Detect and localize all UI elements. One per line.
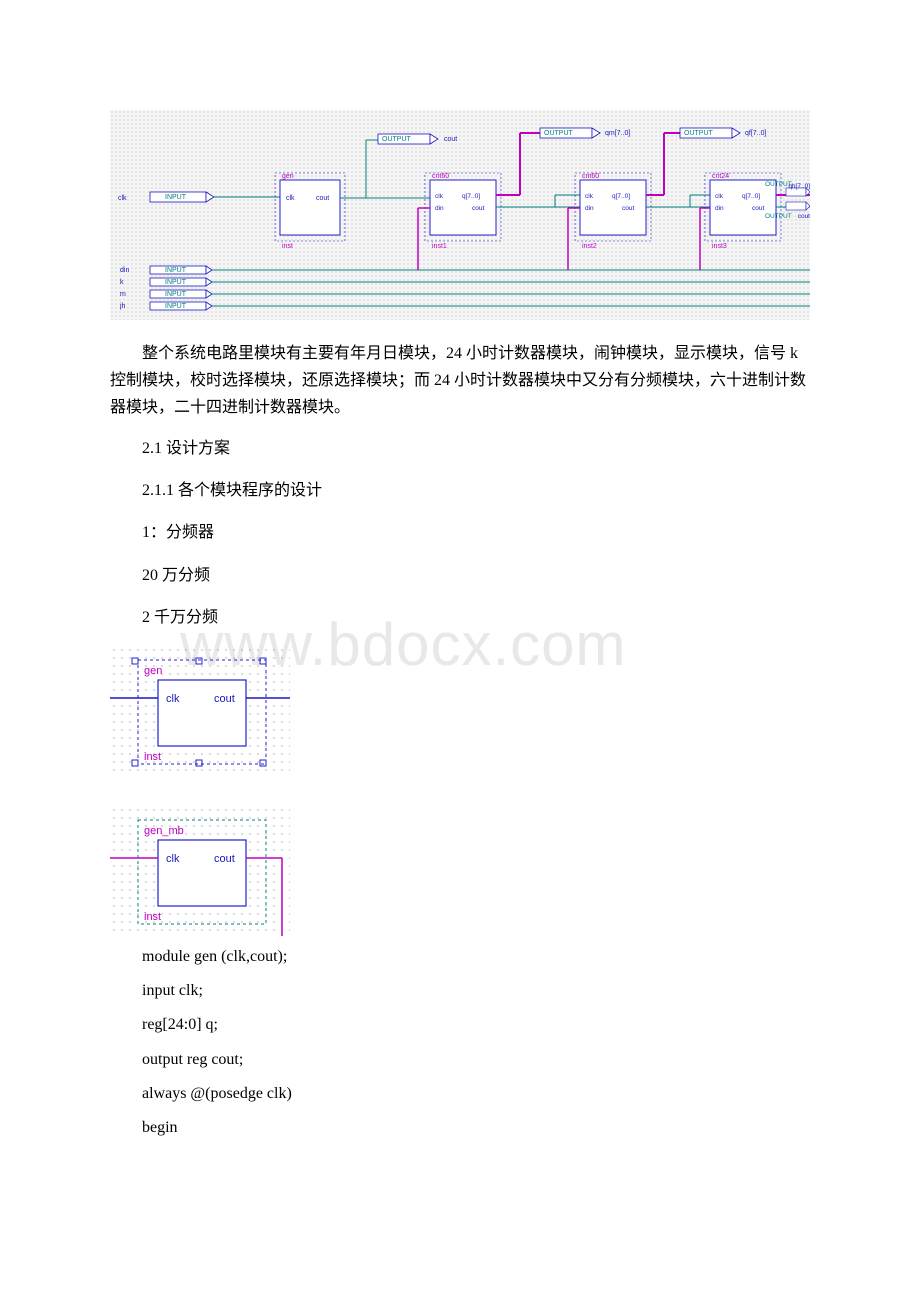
code-line-6: begin bbox=[110, 1113, 810, 1143]
svg-text:din: din bbox=[715, 205, 724, 212]
input-label-din: din bbox=[120, 267, 129, 274]
out-qf-label: OUTPUT bbox=[684, 130, 714, 137]
block-cnt60-2: cnt60 clk din q[7..0] cout inst2 bbox=[575, 173, 651, 250]
svg-text:clk: clk bbox=[166, 853, 180, 865]
heading-2-1: 2.1 设计方案 bbox=[110, 434, 810, 464]
out-qh-text: qh[7..0] bbox=[788, 183, 810, 190]
out-qm-label: OUTPUT bbox=[544, 130, 574, 137]
svg-text:cout: cout bbox=[622, 205, 634, 212]
out-cout-label: OUTPUT bbox=[382, 136, 412, 143]
svg-text:cnt60: cnt60 bbox=[582, 173, 599, 180]
svg-text:din: din bbox=[435, 205, 444, 212]
svg-text:inst2: inst2 bbox=[582, 243, 597, 250]
svg-text:cout: cout bbox=[214, 693, 235, 705]
out-qm-text: qm[7..0] bbox=[605, 130, 630, 137]
input-label-jh: jh bbox=[119, 303, 126, 310]
code-line-2: input clk; bbox=[110, 976, 810, 1006]
block-gen: gen clk cout inst bbox=[275, 173, 345, 250]
svg-text:clk: clk bbox=[435, 193, 444, 200]
svg-text:clk: clk bbox=[166, 693, 180, 705]
svg-text:inst3: inst3 bbox=[712, 243, 727, 250]
svg-text:clk: clk bbox=[286, 195, 295, 202]
input-pin-m: INPUT bbox=[165, 291, 187, 298]
svg-text:inst: inst bbox=[144, 911, 161, 923]
svg-text:gen: gen bbox=[144, 665, 162, 677]
svg-text:clk: clk bbox=[585, 193, 594, 200]
module-gen-mb-figure: gen_mb clk cout inst bbox=[110, 806, 290, 936]
svg-text:inst: inst bbox=[144, 751, 161, 763]
out-cout2-label: OUTPUT bbox=[765, 213, 792, 220]
input-label-k: k bbox=[120, 279, 124, 286]
out-cout2-text: cout bbox=[798, 213, 810, 220]
svg-text:q[7..0]: q[7..0] bbox=[742, 193, 760, 200]
out-cout-text: cout bbox=[444, 136, 457, 143]
code-line-3: reg[24:0] q; bbox=[110, 1010, 810, 1040]
input-label-m: m bbox=[120, 291, 126, 298]
input-pin-jh: INPUT bbox=[165, 303, 187, 310]
svg-text:inst: inst bbox=[282, 243, 293, 250]
input-pin-clk: INPUT bbox=[165, 194, 187, 201]
svg-text:cout: cout bbox=[316, 195, 329, 202]
svg-text:gen: gen bbox=[282, 173, 294, 180]
body-paragraph: 整个系统电路里模块有主要有年月日模块，24 小时计数器模块，闹钟模块，显示模块，… bbox=[110, 340, 810, 422]
svg-text:cnt24: cnt24 bbox=[712, 173, 729, 180]
code-line-1: module gen (clk,cout); bbox=[110, 942, 810, 972]
heading-2-1-1: 2.1.1 各个模块程序的设计 bbox=[110, 476, 810, 506]
item-1b: 2 千万分频 bbox=[110, 603, 810, 633]
svg-text:q[7..0]: q[7..0] bbox=[612, 193, 630, 200]
input-pin-din: INPUT bbox=[165, 267, 187, 274]
item-1: 1：分频器 bbox=[110, 518, 810, 548]
input-pin-k: INPUT bbox=[165, 279, 187, 286]
svg-text:gen_mb: gen_mb bbox=[144, 825, 184, 837]
code-line-5: always @(posedge clk) bbox=[110, 1079, 810, 1109]
svg-text:cout: cout bbox=[472, 205, 484, 212]
svg-text:cnt60: cnt60 bbox=[432, 173, 449, 180]
code-line-4: output reg cout; bbox=[110, 1045, 810, 1075]
svg-text:q[7..0]: q[7..0] bbox=[462, 193, 480, 200]
item-1a: 20 万分频 bbox=[110, 561, 810, 591]
svg-text:clk: clk bbox=[715, 193, 724, 200]
svg-text:cout: cout bbox=[752, 205, 764, 212]
svg-text:din: din bbox=[585, 205, 594, 212]
svg-text:cout: cout bbox=[214, 853, 235, 865]
top-schematic: clk INPUT din INPUT k INPUT bbox=[110, 110, 810, 320]
out-qf-text: qf[7..0] bbox=[745, 130, 766, 137]
module-gen-figure: gen clk cout inst bbox=[110, 646, 290, 776]
input-label-clk: clk bbox=[118, 195, 127, 202]
block-cnt60-1: cnt60 clk din q[7..0] cout inst1 bbox=[425, 173, 501, 250]
svg-text:inst1: inst1 bbox=[432, 243, 447, 250]
